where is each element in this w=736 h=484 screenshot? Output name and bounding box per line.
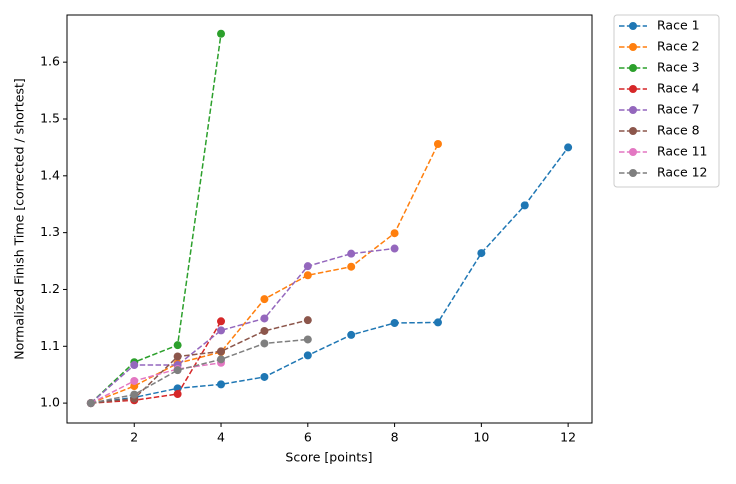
y-tick-label: 1.3 (40, 224, 60, 239)
legend-label: Race 7 (657, 102, 700, 117)
series-line (90, 362, 222, 404)
point (303, 316, 312, 325)
series-line (90, 338, 308, 404)
legend-label: Race 2 (657, 39, 700, 54)
point (260, 295, 269, 304)
x-tick-label: 12 (560, 430, 576, 445)
series-line (90, 247, 395, 404)
x-tick-label: 6 (304, 430, 312, 445)
legend-marker (629, 169, 637, 177)
point (390, 244, 399, 253)
point (260, 339, 269, 348)
series-line (90, 320, 222, 404)
point (217, 355, 226, 364)
plot-frame (66, 14, 593, 424)
point (433, 318, 442, 327)
y-tick-label: 1.6 (40, 54, 60, 69)
series-line (90, 143, 439, 404)
point (130, 376, 139, 385)
legend-label: Race 11 (657, 144, 708, 159)
legend-marker (629, 148, 637, 156)
point (173, 366, 182, 375)
y-tick-label: 1.2 (40, 281, 60, 296)
point (520, 201, 529, 210)
point (217, 326, 226, 335)
point (303, 351, 312, 360)
point (303, 271, 312, 280)
point (130, 390, 139, 399)
point (390, 318, 399, 327)
x-tick-label: 10 (473, 430, 489, 445)
point (303, 335, 312, 344)
point (564, 143, 573, 152)
point (86, 399, 95, 408)
point (217, 380, 226, 389)
y-tick-label: 1.0 (40, 395, 60, 410)
point (433, 139, 442, 148)
legend-marker (629, 85, 637, 93)
x-tick-label: 8 (391, 430, 399, 445)
legend-marker (629, 64, 637, 72)
series-line (90, 33, 222, 404)
point (347, 249, 356, 258)
legend-box (613, 14, 720, 188)
point (217, 317, 226, 326)
legend-marker (629, 106, 637, 114)
y-tick-label: 1.4 (40, 167, 60, 182)
point (477, 249, 486, 258)
x-tick-label: 2 (130, 430, 138, 445)
point (217, 347, 226, 356)
series-line (90, 319, 308, 404)
point (260, 372, 269, 381)
y-tick-label: 1.5 (40, 110, 60, 125)
point (260, 314, 269, 323)
series-line (90, 146, 569, 404)
legend-label: Race 12 (657, 165, 708, 180)
point (173, 352, 182, 361)
legend-label: Race 3 (657, 60, 700, 75)
legend-marker (629, 22, 637, 30)
y-axis-label: Normalized Finish Time [corrected / shor… (12, 78, 27, 360)
point (390, 229, 399, 238)
point (347, 330, 356, 339)
point (347, 262, 356, 271)
point (130, 361, 139, 370)
point (303, 262, 312, 271)
legend-marker (629, 127, 637, 135)
point (260, 326, 269, 335)
point (173, 390, 182, 399)
x-axis-label: Score [points] (285, 450, 372, 465)
point (217, 29, 226, 38)
x-tick-label: 4 (217, 430, 225, 445)
legend-label: Race 4 (657, 81, 700, 96)
point (173, 341, 182, 350)
legend-label: Race 8 (657, 123, 700, 138)
legend-label: Race 1 (657, 18, 700, 33)
legend-marker (629, 43, 637, 51)
y-tick-label: 1.1 (40, 338, 60, 353)
